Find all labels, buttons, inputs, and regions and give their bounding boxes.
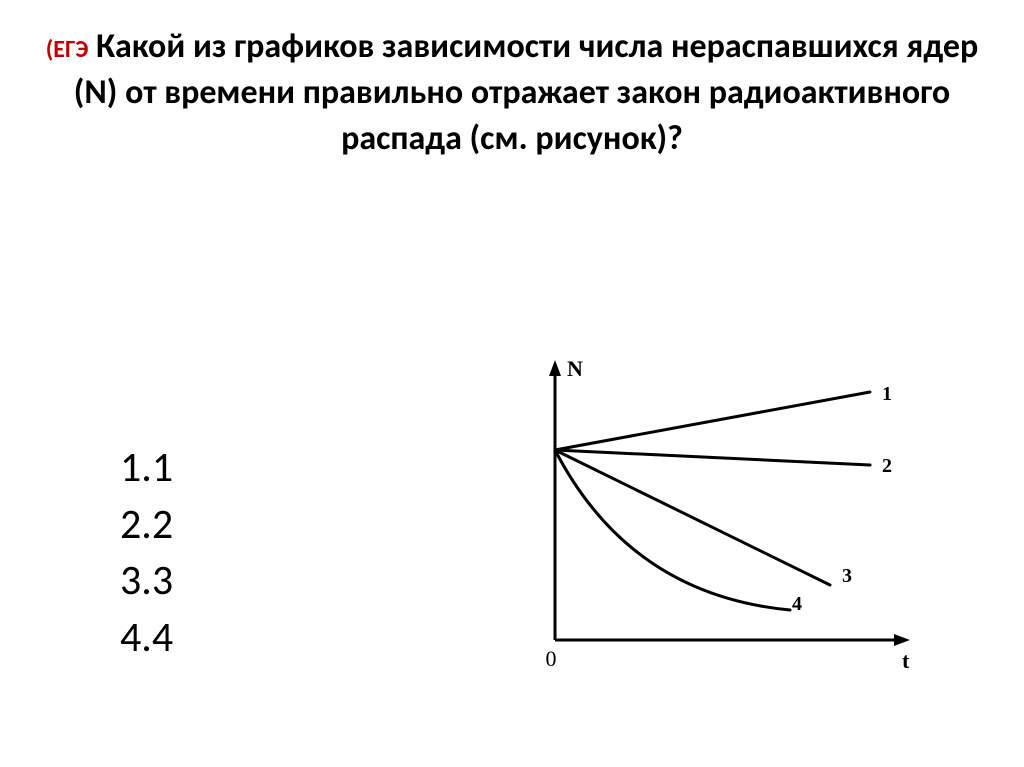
svg-text:0: 0 <box>546 646 557 671</box>
decay-chart: Nt 0 1 2 3 4 <box>500 350 920 690</box>
answer-options: 1.1 2.2 3.3 4.4 <box>120 440 173 667</box>
title-main: Какой из графиков зависимости числа нера… <box>74 26 978 159</box>
slide: (ЕГЭ Какой из графиков зависимости числа… <box>0 0 1024 767</box>
svg-text:t: t <box>902 648 910 673</box>
answer-option-3: 3.3 <box>120 553 173 610</box>
title-accent: (ЕГЭ <box>46 35 88 64</box>
svg-text:4: 4 <box>792 593 802 615</box>
svg-text:N: N <box>567 356 583 381</box>
svg-text:2: 2 <box>882 455 892 477</box>
chart-svg: Nt 0 1 2 3 4 <box>500 350 920 690</box>
answer-option-4: 4.4 <box>120 610 173 667</box>
svg-text:1: 1 <box>882 383 892 405</box>
svg-text:3: 3 <box>842 565 852 587</box>
answer-option-2: 2.2 <box>120 497 173 554</box>
answer-option-1: 1.1 <box>120 440 173 497</box>
question-title: (ЕГЭ Какой из графиков зависимости числа… <box>40 24 984 162</box>
